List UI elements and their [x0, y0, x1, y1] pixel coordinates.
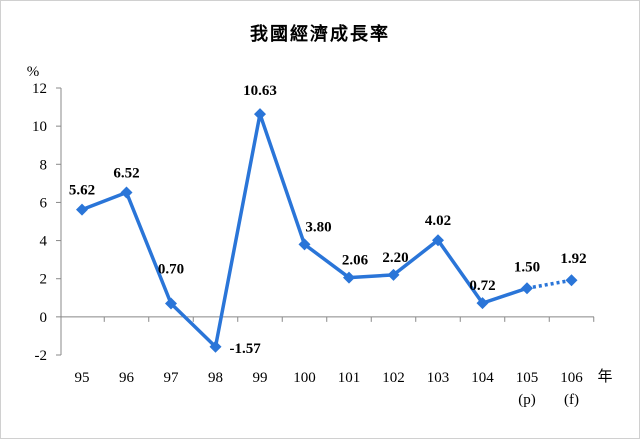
forecast-line [526, 278, 572, 290]
data-label: -1.57 [230, 341, 262, 357]
data-label: 2.06 [342, 253, 369, 269]
data-point [298, 238, 311, 251]
x-tick-sublabel: (p) [518, 392, 536, 408]
y-tick-label: 12 [32, 81, 47, 97]
y-tick-label: 10 [32, 119, 47, 135]
data-point [254, 108, 266, 121]
data-label: 0.70 [158, 262, 184, 278]
data-point [165, 297, 177, 310]
x-tick-label: 104 [471, 370, 494, 386]
y-tick-label: 2 [40, 272, 48, 288]
data-point [209, 340, 222, 353]
data-point [387, 268, 400, 281]
x-tick-label: 99 [253, 370, 268, 386]
data-point [521, 282, 533, 295]
x-tick-label: 100 [293, 370, 316, 386]
y-axis-unit: % [27, 64, 40, 80]
x-tick-sublabel: (f) [564, 392, 579, 408]
data-label: 3.80 [305, 219, 331, 235]
x-tick-label: 106 [560, 370, 583, 386]
data-point [432, 234, 444, 247]
y-tick-label: 8 [40, 157, 48, 173]
data-label: 2.20 [382, 250, 408, 266]
data-label: 0.72 [469, 278, 495, 294]
x-tick-label: 101 [338, 370, 361, 386]
data-label: 5.62 [69, 183, 95, 199]
data-point [76, 203, 88, 216]
x-tick-label: 103 [427, 370, 450, 386]
x-tick-label: 97 [164, 370, 180, 386]
data-point [343, 271, 355, 284]
data-point [565, 274, 578, 287]
x-axis-unit: 年 [597, 368, 612, 385]
data-point [120, 186, 133, 199]
data-label: 1.92 [560, 251, 586, 267]
x-tick-label: 105 [516, 370, 539, 386]
x-tick-label: 95 [75, 370, 90, 386]
data-label: 10.63 [243, 83, 277, 99]
data-label: 1.50 [514, 259, 540, 275]
y-tick-label: -2 [35, 348, 48, 364]
x-tick-label: 102 [382, 370, 405, 386]
x-tick-label: 96 [119, 370, 135, 386]
data-label: 4.02 [425, 213, 451, 229]
y-tick-label: 0 [40, 310, 48, 326]
chart-title: 我國經濟成長率 [250, 24, 390, 45]
data-point [476, 297, 489, 310]
x-tick-label: 98 [208, 370, 223, 386]
y-tick-label: 4 [40, 234, 48, 250]
data-label: 6.52 [113, 166, 139, 182]
y-tick-label: 6 [40, 195, 48, 211]
